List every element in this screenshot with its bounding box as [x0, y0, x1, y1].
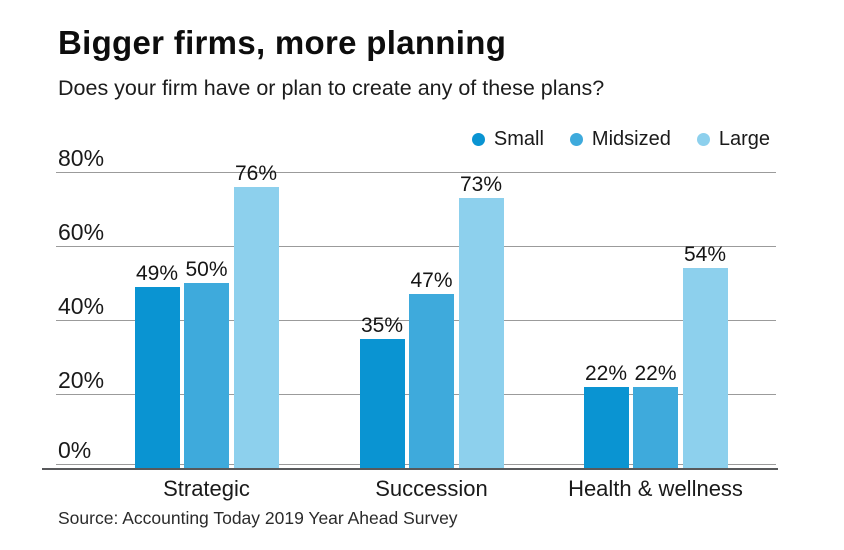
legend-label-midsized: Midsized [591, 128, 671, 150]
x-axis-label-succession: Succession [375, 476, 488, 501]
legend-swatch-icon [471, 133, 485, 146]
gridline-80 [56, 172, 776, 173]
legend-item-small: Small [471, 128, 544, 151]
bar-value-midsized-strategic: 50% [185, 258, 228, 281]
gridline-60 [56, 246, 776, 247]
chart-legend: Small Midsized Large [471, 128, 770, 151]
chart-subtitle: Does your firm have or plan to create an… [58, 76, 605, 100]
bar-large-strategic [233, 186, 279, 468]
bar-small-succession [359, 338, 405, 468]
chart-title: Bigger firms, more planning [58, 24, 507, 61]
bar-midsized-strategic [184, 283, 229, 468]
x-axis-line [42, 468, 778, 470]
legend-label-large: Large [718, 128, 770, 150]
x-axis-label-health-wellness: Health & wellness [568, 476, 743, 501]
legend-swatch-icon [696, 133, 710, 146]
bar-value-midsized-health-wellness: 22% [634, 361, 677, 385]
y-tick-label-60: 60% [58, 219, 105, 245]
bar-small-strategic [134, 286, 180, 468]
legend-swatch-icon [569, 133, 583, 146]
bar-value-large-health-wellness: 54% [683, 243, 727, 267]
legend-item-large: Large [696, 128, 770, 151]
bar-large-health-wellness [682, 268, 728, 468]
bar-midsized-succession [409, 294, 454, 468]
legend-label-small: Small [493, 128, 544, 150]
bar-midsized-health-wellness [633, 386, 678, 468]
y-tick-label-40: 40% [58, 293, 105, 319]
bar-value-small-health-wellness: 22% [584, 361, 628, 385]
bar-value-large-strategic: 76% [234, 161, 278, 185]
bar-small-health-wellness [583, 386, 629, 468]
bar-large-succession [458, 197, 504, 468]
y-tick-label-0: 0% [58, 437, 92, 463]
bar-value-small-strategic: 49% [135, 261, 179, 285]
bar-value-large-succession: 73% [459, 172, 503, 196]
y-tick-label-20: 20% [58, 367, 105, 393]
bar-value-midsized-succession: 47% [410, 269, 453, 293]
y-tick-label-80: 80% [58, 145, 105, 171]
source-attribution: Source: Accounting Today 2019 Year Ahead… [58, 508, 458, 528]
legend-item-midsized: Midsized [569, 128, 671, 151]
bar-value-small-succession: 35% [360, 313, 404, 337]
x-axis-label-strategic: Strategic [163, 476, 250, 501]
